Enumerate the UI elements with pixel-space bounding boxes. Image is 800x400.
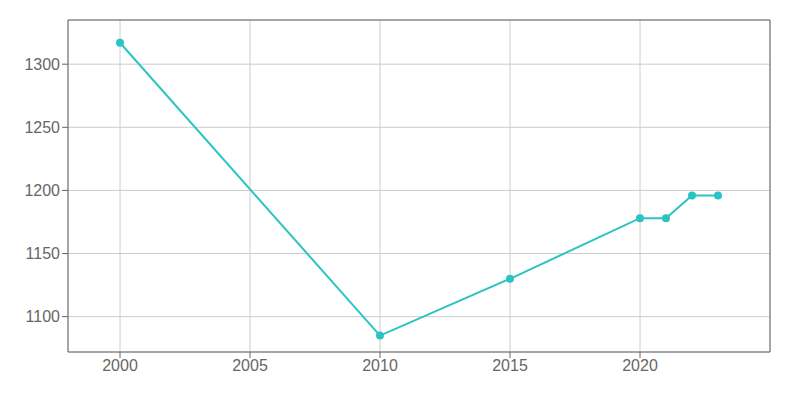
- svg-text:1250: 1250: [24, 119, 60, 136]
- svg-text:2020: 2020: [622, 357, 658, 374]
- svg-text:1150: 1150: [26, 245, 61, 262]
- svg-text:2005: 2005: [232, 357, 268, 374]
- svg-text:1300: 1300: [24, 56, 60, 73]
- svg-text:2015: 2015: [492, 357, 528, 374]
- svg-text:2000: 2000: [102, 357, 138, 374]
- svg-text:1100: 1100: [26, 308, 61, 325]
- svg-text:2010: 2010: [362, 357, 398, 374]
- svg-text:1200: 1200: [24, 182, 60, 199]
